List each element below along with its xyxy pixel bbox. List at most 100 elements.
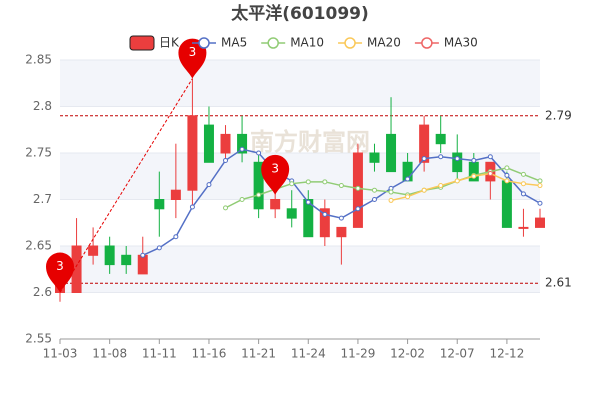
candle-body	[319, 208, 330, 238]
x-tick-label: 12-07	[440, 347, 475, 361]
ma-point	[239, 197, 245, 202]
y-tick-label: 2.6	[33, 285, 52, 299]
candle-body	[535, 217, 545, 228]
candle-body	[452, 152, 463, 173]
ma-point	[471, 173, 477, 179]
candle-body	[518, 226, 529, 229]
ma-point	[338, 215, 344, 221]
x-tick-label: 11-24	[291, 347, 326, 361]
x-tick-label: 11-21	[241, 347, 276, 361]
candle-body	[303, 199, 314, 238]
watermark: 南方财富网	[250, 128, 370, 156]
x-tick-label: 11-03	[43, 347, 78, 361]
legend-marker	[344, 37, 356, 49]
ma-point	[239, 146, 245, 152]
grid-band	[60, 60, 540, 107]
ma-point	[537, 200, 543, 206]
ma-point	[454, 178, 460, 184]
trend-line	[59, 78, 193, 293]
ma-point	[338, 183, 344, 189]
ma-point	[421, 187, 427, 193]
ma-point	[405, 176, 411, 182]
ma-point	[504, 165, 510, 171]
candle-body	[501, 180, 512, 228]
candle-body	[237, 133, 248, 154]
ma-point	[487, 154, 493, 160]
ma-point	[421, 156, 427, 162]
legend-label: MA5	[221, 36, 247, 50]
legend-label: MA10	[290, 36, 324, 50]
ma-point	[173, 234, 179, 240]
ma-point	[520, 181, 526, 187]
ma-point	[156, 245, 162, 251]
ma-point	[504, 178, 510, 184]
ma-point	[405, 194, 411, 200]
marker-pin	[261, 154, 290, 195]
ma-point	[206, 182, 212, 188]
ma-point	[223, 205, 229, 211]
candle-body	[253, 161, 264, 210]
marker-label: 3	[271, 161, 279, 175]
x-tick-label: 11-08	[92, 347, 127, 361]
candle-body	[270, 199, 281, 210]
candle-body	[220, 133, 231, 154]
y-tick-label: 2.55	[25, 332, 52, 346]
chart-title: 太平洋(601099)	[231, 3, 369, 24]
legend-marker	[198, 37, 210, 49]
y-tick-label: 2.7	[33, 192, 52, 206]
ma-point	[388, 197, 394, 203]
ma-point	[388, 189, 394, 195]
marker-label: 3	[189, 45, 197, 59]
ma-point	[256, 150, 262, 156]
ma-point	[371, 197, 377, 202]
candle-body	[336, 226, 347, 238]
ma-point	[487, 170, 493, 176]
candle-body	[203, 124, 214, 163]
legend-label: 日K	[159, 36, 180, 50]
ma-point	[140, 252, 146, 258]
x-tick-label: 11-16	[192, 347, 227, 361]
ma-point	[520, 191, 526, 197]
ma-point	[438, 154, 444, 160]
grid-band	[60, 246, 540, 293]
legend: 日K MA5 MA10 MA20 MA30	[129, 35, 478, 51]
candle-body	[435, 133, 446, 145]
ma-point	[520, 171, 526, 177]
ma-point	[471, 157, 477, 163]
legend-candle-icon	[129, 35, 155, 51]
candle-body	[104, 245, 115, 266]
ma-point	[322, 179, 328, 185]
ma-point	[537, 183, 543, 189]
ma-point	[256, 192, 262, 198]
ma-line	[390, 172, 541, 202]
candle-body	[187, 115, 198, 191]
candle-body	[170, 189, 181, 200]
y-tick-label: 2.85	[25, 53, 52, 67]
y-tick-label: 2.75	[25, 146, 52, 160]
candle-body	[386, 133, 397, 173]
ma-point	[454, 156, 460, 162]
ma-point	[189, 204, 195, 210]
x-tick-label: 12-12	[489, 347, 524, 361]
marker-label: 3	[56, 259, 64, 273]
legend-label: MA20	[367, 36, 401, 50]
ma-point	[371, 187, 377, 193]
y-tick-label: 2.65	[25, 239, 52, 253]
marker-pin	[46, 252, 74, 293]
legend-marker	[267, 37, 279, 49]
candle-body	[286, 208, 297, 219]
marker-pin	[178, 38, 207, 79]
x-tick-label: 12-02	[390, 347, 425, 361]
ma-point	[289, 181, 295, 187]
candle-body	[121, 254, 132, 266]
legend-marker	[421, 37, 433, 49]
ma-point	[322, 211, 328, 217]
ma-point	[355, 185, 361, 191]
y-tick-label: 2.8	[33, 99, 52, 113]
reference-label: 2.79	[545, 108, 572, 122]
ma-point	[438, 183, 444, 189]
ma-point	[305, 199, 311, 205]
candle-body	[369, 152, 380, 163]
candle-body	[88, 245, 99, 256]
